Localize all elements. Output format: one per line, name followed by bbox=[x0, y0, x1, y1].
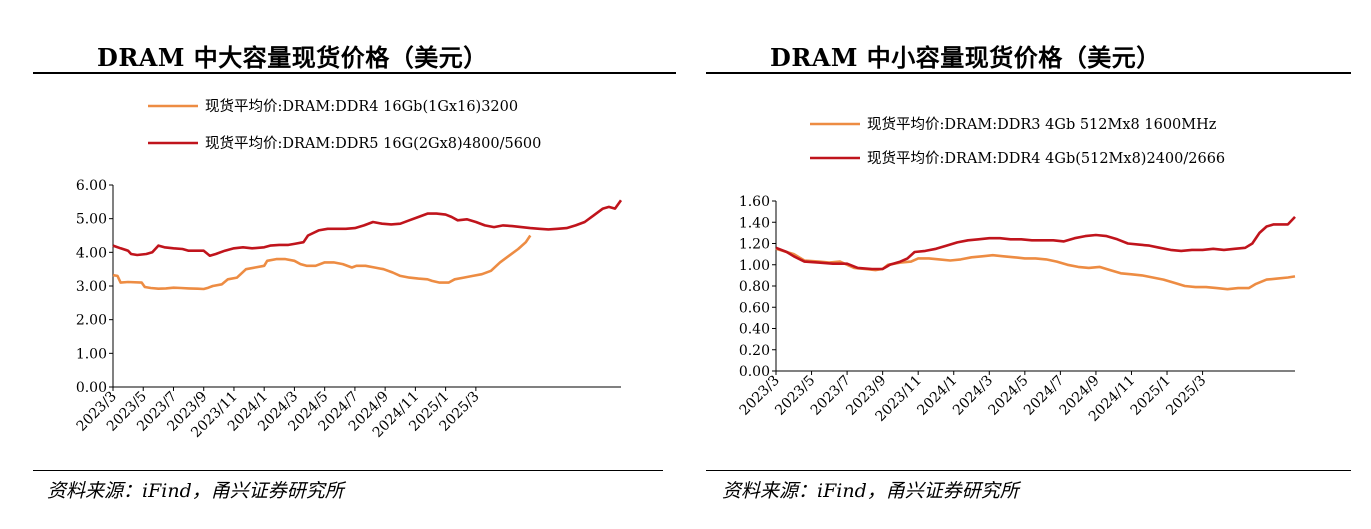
y-tick-label: 1.20 bbox=[739, 237, 770, 253]
y-tick-label: 0.80 bbox=[739, 279, 770, 295]
y-tick-label: 1.40 bbox=[739, 215, 770, 231]
x-tick-label: 2025/3 bbox=[1163, 373, 1209, 419]
y-tick-label: 1.60 bbox=[739, 194, 770, 210]
y-tick-label: 2.00 bbox=[76, 313, 107, 329]
line-chart-left: 0.001.002.003.004.005.006.002023/32023/5… bbox=[74, 98, 623, 441]
y-tick-label: 0.40 bbox=[739, 322, 770, 338]
chart-title-right: DRAM 中小容量现货价格（美元） bbox=[770, 43, 1161, 72]
y-tick-label: 1.00 bbox=[739, 258, 770, 274]
y-tick-label: 0.00 bbox=[76, 380, 107, 396]
legend-label-red: 现货平均价:DRAM:DDR5 16G(2Gx8)4800/5600 bbox=[205, 135, 541, 152]
y-tick-label: 5.00 bbox=[76, 212, 107, 228]
series-line-red bbox=[775, 216, 1296, 271]
y-tick-label: 0.20 bbox=[739, 343, 770, 359]
y-tick-label: 1.00 bbox=[76, 346, 107, 362]
source-note-right: 资料来源：iFind，甬兴证券研究所 bbox=[722, 480, 1019, 502]
source-note-left: 资料来源：iFind，甬兴证券研究所 bbox=[47, 480, 344, 502]
chart-title-left: DRAM 中大容量现货价格（美元） bbox=[97, 43, 488, 72]
series-line-orange bbox=[775, 247, 1296, 291]
title-rule-left bbox=[33, 72, 676, 74]
y-tick-label: 3.00 bbox=[76, 279, 107, 295]
source-rule-left bbox=[33, 470, 663, 471]
y-tick-label: 6.00 bbox=[76, 178, 107, 194]
y-tick-label: 0.00 bbox=[739, 364, 770, 380]
legend-label-red: 现货平均价:DRAM:DDR4 4Gb(512Mx8)2400/2666 bbox=[867, 150, 1225, 167]
series-line-red bbox=[112, 199, 623, 257]
source-rule-right bbox=[706, 470, 1351, 471]
legend-label-orange: 现货平均价:DRAM:DDR4 16Gb(1Gx16)3200 bbox=[205, 98, 518, 115]
line-chart-right: 0.000.200.400.600.801.001.201.401.602023… bbox=[737, 116, 1296, 425]
series-line-orange bbox=[112, 234, 532, 291]
chart-panel-left: DRAM 中大容量现货价格（美元） 0.00 1.00 2.00 3.00 4.00 5.… bbox=[0, 0, 685, 529]
chart-panel-right: DRAM 中小容量现货价格（美元） 0.00 0.20 0.40 0.60 0.80 1.… bbox=[686, 0, 1371, 529]
y-tick-label: 4.00 bbox=[76, 245, 107, 261]
title-rule-right bbox=[706, 72, 1351, 74]
legend-label-orange: 现货平均价:DRAM:DDR3 4Gb 512Mx8 1600MHz bbox=[867, 116, 1217, 133]
y-tick-label: 0.60 bbox=[739, 300, 770, 316]
